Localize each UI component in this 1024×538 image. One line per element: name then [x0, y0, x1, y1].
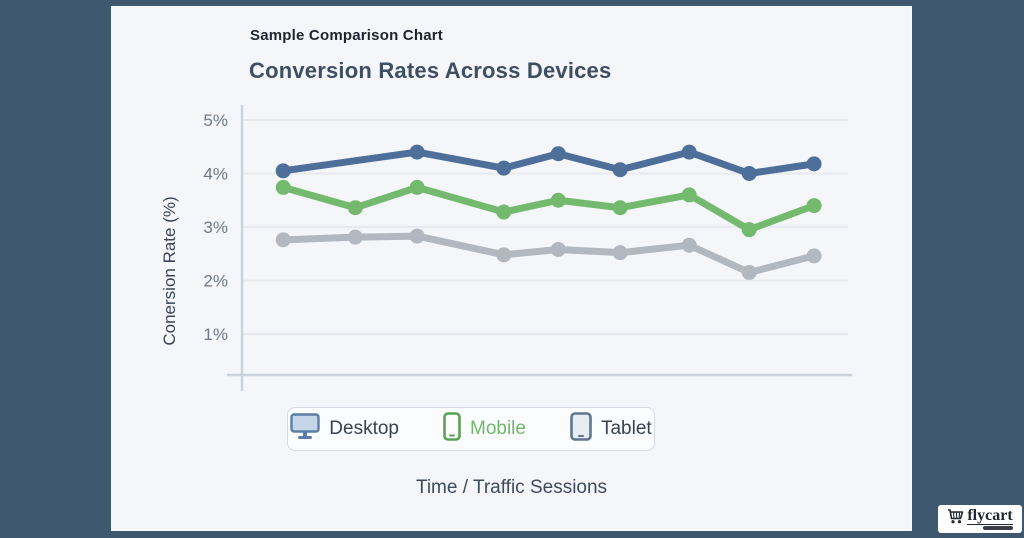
- data-point-mobile: [806, 198, 822, 214]
- data-point-desktop: [741, 166, 757, 181]
- data-point-tablet: [550, 241, 566, 257]
- data-point-tablet: [496, 247, 512, 263]
- smartphone-icon: [443, 412, 461, 446]
- data-point-desktop: [496, 160, 512, 176]
- flycart-logo-text: flycart: [967, 507, 1013, 525]
- y-tick-label: 4%: [203, 165, 228, 184]
- y-tick-label: 1%: [203, 325, 228, 344]
- data-point-desktop: [681, 144, 697, 160]
- data-point-mobile: [550, 192, 566, 208]
- chart-subtitle: Sample Comparison Chart: [250, 27, 443, 44]
- y-tick-label: 2%: [203, 272, 228, 291]
- y-tick-label: 3%: [203, 218, 228, 237]
- legend-label-desktop: Desktop: [329, 418, 399, 439]
- data-point-mobile: [347, 200, 363, 216]
- y-tick-label: 5%: [203, 111, 228, 130]
- x-axis-label: Time / Traffic Sessions: [415, 477, 608, 498]
- monitor-icon: [290, 413, 320, 445]
- data-point-tablet: [612, 245, 628, 261]
- chart-card: Sample Comparison Chart Conversion Rates…: [111, 6, 912, 531]
- tablet-icon: [570, 412, 592, 446]
- data-point-tablet: [347, 229, 363, 245]
- series-line-tablet: [279, 232, 818, 276]
- data-point-tablet: [409, 228, 425, 244]
- line-chart: 5% 4% 3% 2% 1%: [203, 104, 853, 392]
- data-point-desktop: [806, 156, 822, 172]
- legend-label-mobile: Mobile: [470, 418, 526, 439]
- data-point-mobile: [681, 187, 697, 203]
- data-point-desktop: [275, 163, 291, 179]
- data-point-tablet: [681, 237, 697, 253]
- chart-legend: Desktop Mobile Tablet: [287, 407, 655, 451]
- data-point-desktop: [409, 144, 425, 160]
- data-point-mobile: [741, 222, 757, 238]
- series-line-desktop: [279, 148, 818, 177]
- legend-item-tablet: Tablet: [570, 412, 652, 446]
- data-point-tablet: [275, 232, 291, 248]
- y-axis-label: Conersion Rate (%): [160, 196, 179, 346]
- data-point-tablet: [806, 248, 822, 264]
- legend-item-desktop: Desktop: [290, 413, 399, 445]
- legend-label-tablet: Tablet: [600, 418, 652, 439]
- flycart-cart-icon: [947, 508, 964, 530]
- flycart-logo: flycart: [938, 505, 1022, 533]
- series-line-mobile: [279, 183, 818, 234]
- data-point-mobile: [409, 179, 425, 195]
- data-point-tablet: [741, 264, 757, 280]
- data-point-desktop: [550, 146, 566, 162]
- data-point-mobile: [612, 200, 628, 216]
- flycart-tagline-bar: [982, 526, 1013, 530]
- data-point-mobile: [496, 204, 512, 220]
- data-point-mobile: [275, 179, 291, 195]
- legend-item-mobile: Mobile: [443, 412, 526, 446]
- data-point-desktop: [612, 162, 628, 178]
- chart-title: Conversion Rates Across Devices: [249, 58, 612, 83]
